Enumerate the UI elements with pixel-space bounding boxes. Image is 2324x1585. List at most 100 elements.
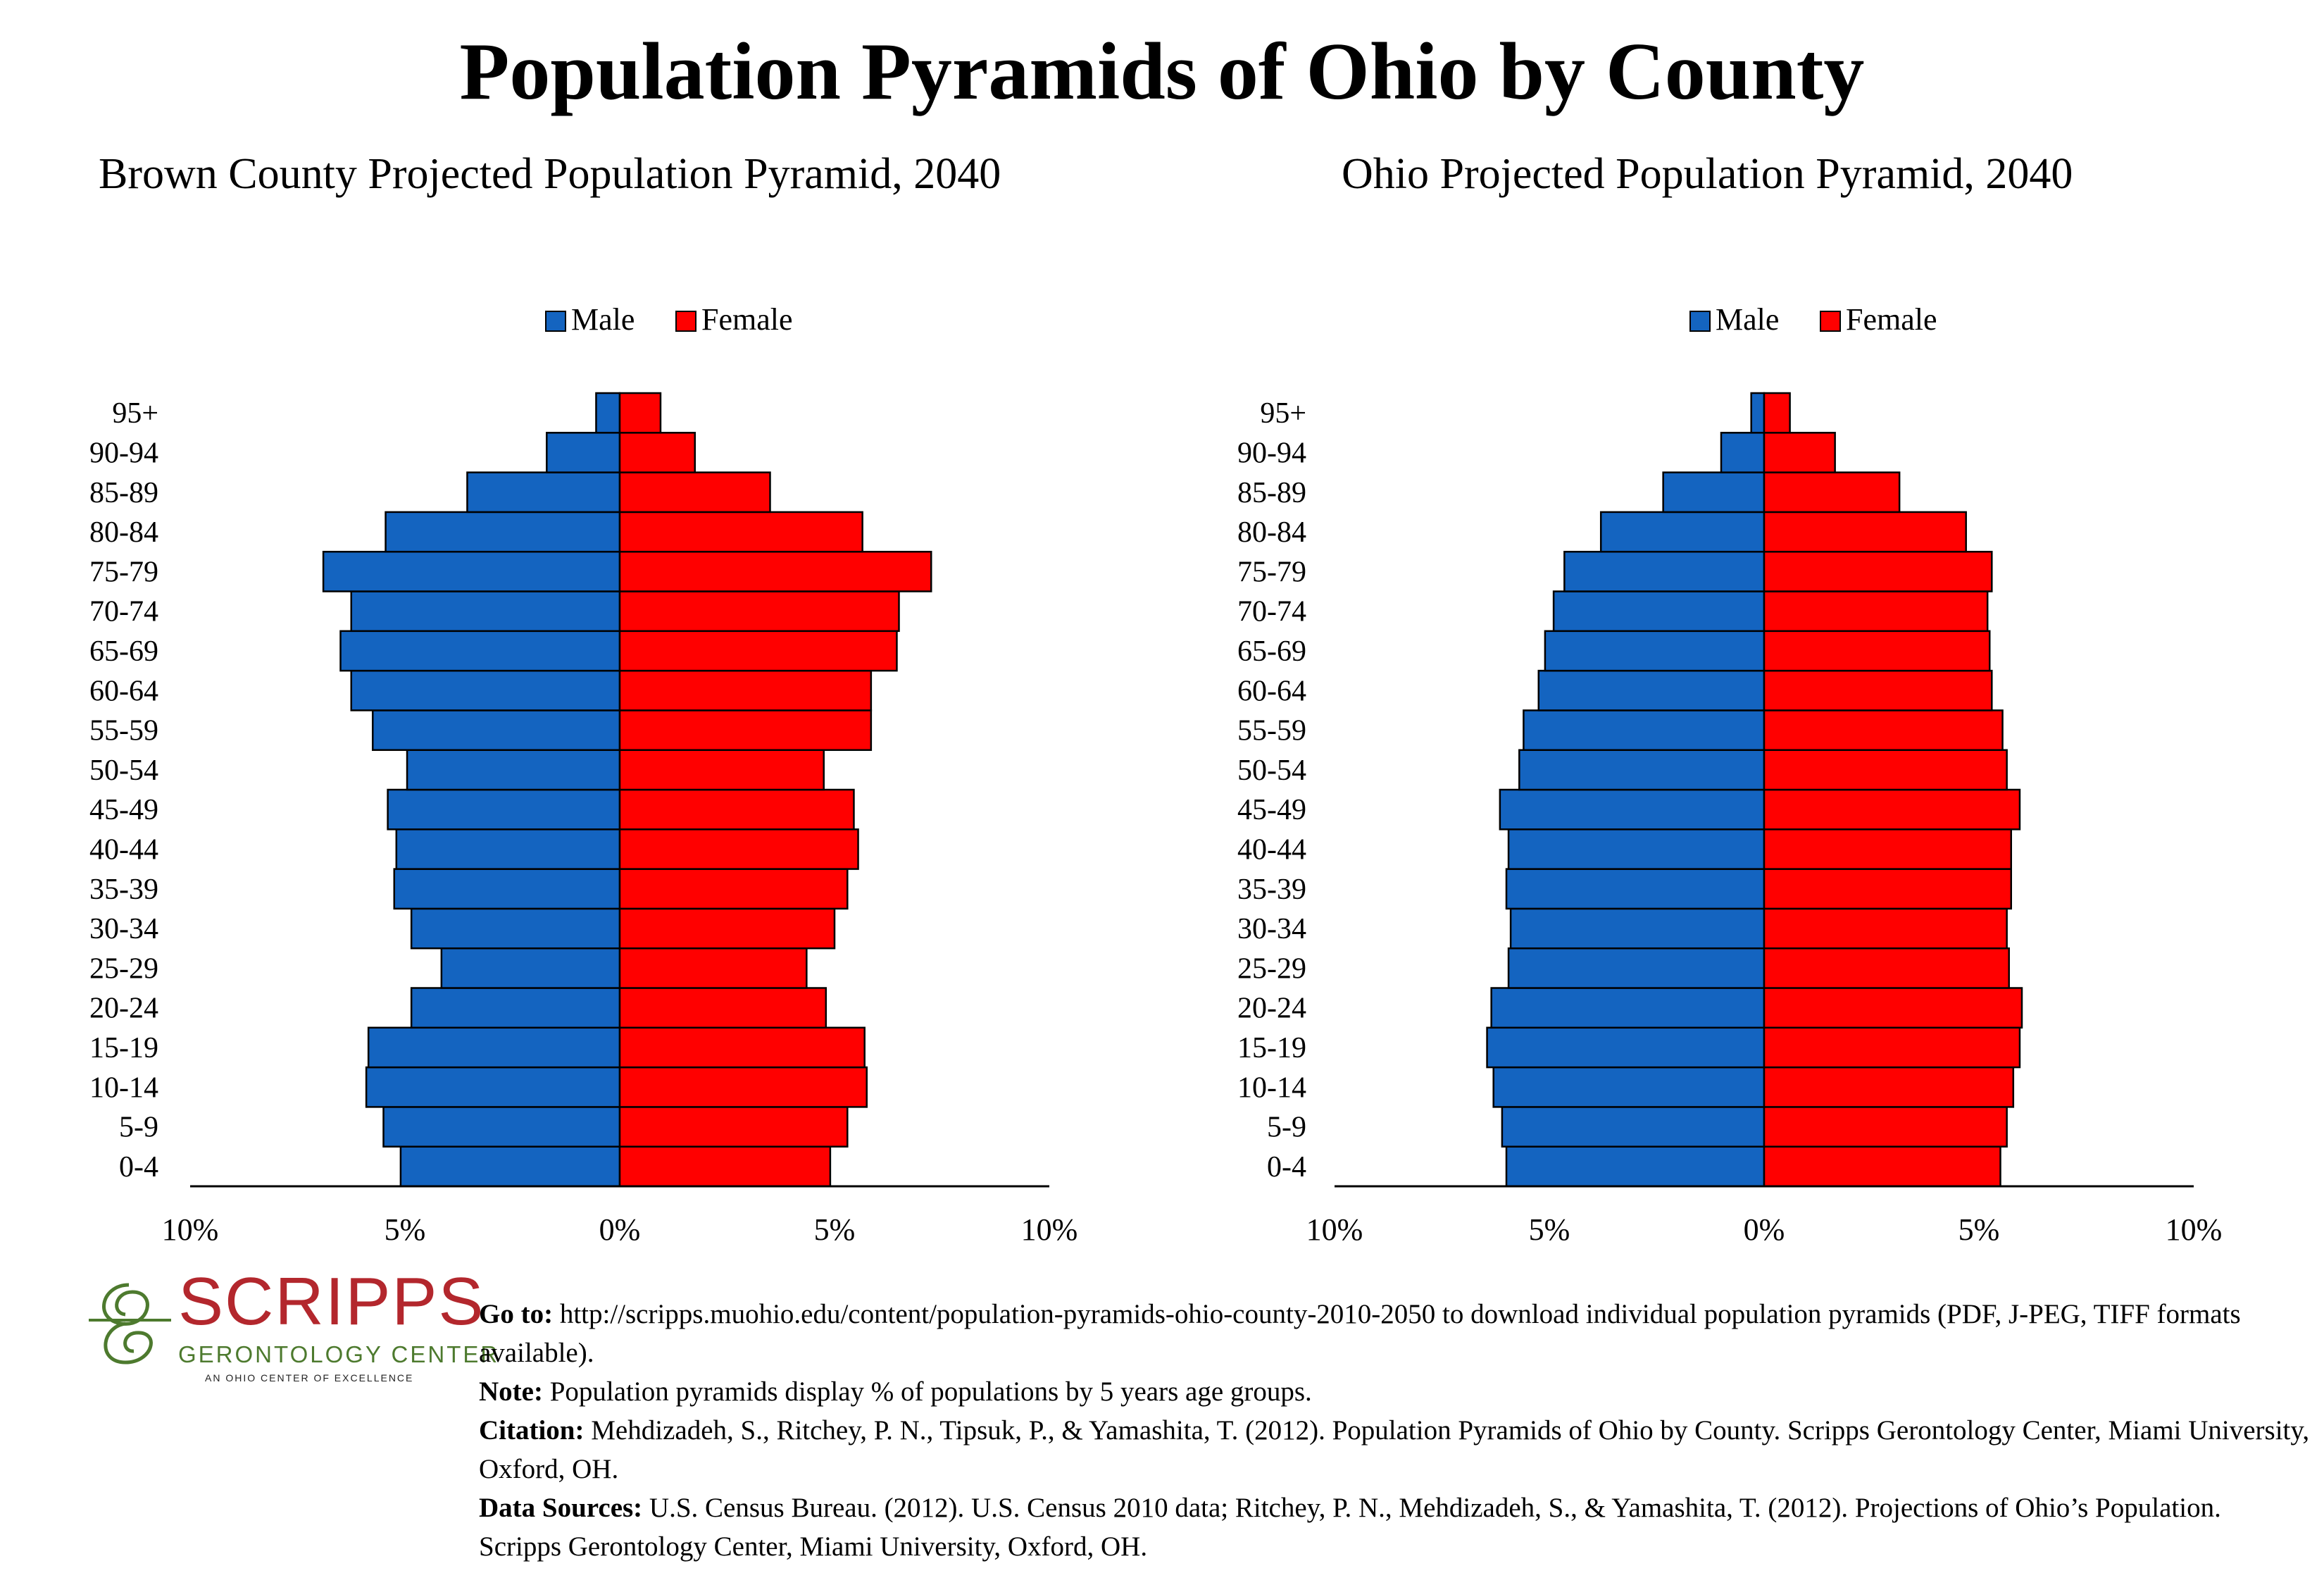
chart2-age-label-30-34: 30-34: [1237, 913, 1306, 945]
chart1-bar-female-85-89: [618, 471, 771, 514]
chart2-x-tick-label: 10%: [2166, 1212, 2223, 1247]
chart2-bar-male-80-84: [1599, 511, 1766, 553]
chart2-legend-swatch-male: [1689, 311, 1711, 332]
note-line: Note: Population pyramids display % of p…: [479, 1372, 2310, 1411]
chart2-age-label-20-24: 20-24: [1237, 993, 1306, 1025]
chart2-bar-male-20-24: [1490, 987, 1766, 1029]
sources-note: Data Sources: U.S. Census Bureau. (2012)…: [479, 1488, 2310, 1566]
chart2-age-label-55-59: 55-59: [1237, 715, 1306, 747]
chart2-age-label-75-79: 75-79: [1237, 556, 1306, 588]
chart1-bar-male-90-94: [546, 432, 621, 473]
chart1-bar-female-25-29: [618, 947, 808, 989]
chart2-bar-male-90-94: [1720, 432, 1766, 473]
chart1-bar-male-50-54: [406, 749, 621, 791]
chart1-age-label-30-34: 30-34: [89, 913, 158, 945]
chart1-bar-female-75-79: [618, 550, 932, 592]
chart1-bar-female-80-84: [618, 511, 863, 553]
chart2-bar-female-95+: [1763, 392, 1791, 434]
chart1-bar-female-50-54: [618, 749, 825, 791]
chart1-age-label-50-54: 50-54: [89, 754, 158, 787]
chart2-bar-male-15-19: [1486, 1026, 1766, 1069]
chart1-x-tick-label: 0%: [599, 1212, 641, 1247]
chart2-bar-male-65-69: [1544, 630, 1766, 672]
chart2-age-label-60-64: 60-64: [1237, 675, 1306, 707]
chart1-age-label-45-49: 45-49: [89, 794, 158, 826]
chart1-bar-male-20-24: [410, 987, 621, 1029]
chart2-bar-female-15-19: [1763, 1026, 2021, 1069]
chart1-x-tick-label: 10%: [1021, 1212, 1078, 1247]
chart2-bar-male-60-64: [1537, 669, 1766, 711]
sources-label: Data Sources:: [479, 1493, 643, 1523]
chart1-age-label-75-79: 75-79: [89, 556, 158, 588]
chart1-age-label-10-14: 10-14: [89, 1071, 158, 1104]
chart2-bar-female-70-74: [1763, 590, 1989, 633]
chart-title-ohio: Ohio Projected Population Pyramid, 2040: [1342, 150, 2073, 198]
chart1-age-label-85-89: 85-89: [89, 477, 158, 509]
chart1-bar-male-55-59: [372, 709, 621, 751]
chart2-bar-female-20-24: [1763, 987, 2023, 1029]
chart2-bar-female-45-49: [1763, 788, 2021, 831]
chart2-bar-male-45-49: [1499, 788, 1766, 831]
chart2-age-label-10-14: 10-14: [1237, 1071, 1306, 1104]
chart2-age-label-95+: 95+: [1260, 397, 1306, 430]
citation-label: Citation:: [479, 1415, 585, 1446]
chart2-legend-label-female: Female: [1846, 302, 1937, 337]
chart1-bar-female-0-4: [618, 1145, 832, 1188]
chart1-bar-female-5-9: [618, 1106, 849, 1148]
chart1-bar-male-45-49: [387, 788, 621, 831]
chart1-bar-male-5-9: [382, 1106, 621, 1148]
logo-subtitle: GERONTOLOGY CENTER: [178, 1341, 500, 1367]
chart1-x-tick-label: 5%: [814, 1212, 856, 1247]
chart1-bar-female-60-64: [618, 669, 873, 711]
chart1-bar-female-40-44: [618, 828, 859, 870]
chart1-age-label-55-59: 55-59: [89, 715, 158, 747]
chart2-bar-male-5-9: [1501, 1106, 1766, 1148]
swirl-logo-icon: [89, 1283, 171, 1365]
chart2-age-label-70-74: 70-74: [1237, 596, 1306, 628]
chart2-bar-female-5-9: [1763, 1106, 2008, 1148]
chart1-x-tick-label: 5%: [385, 1212, 426, 1247]
chart1-age-label-0-4: 0-4: [119, 1151, 158, 1183]
chart2-bar-male-25-29: [1507, 947, 1766, 989]
chart-title-brown-county: Brown County Projected Population Pyrami…: [99, 150, 1001, 198]
chart1-bar-female-20-24: [618, 987, 827, 1029]
chart1-bar-male-25-29: [440, 947, 621, 989]
chart2-legend-label-male: Male: [1716, 302, 1779, 337]
chart1-bar-male-35-39: [393, 868, 621, 910]
chart1-bar-male-30-34: [410, 907, 621, 950]
chart1-bar-female-30-34: [618, 907, 836, 950]
chart1-age-label-35-39: 35-39: [89, 874, 158, 906]
chart1-age-label-25-29: 25-29: [89, 952, 158, 985]
chart2-bar-female-90-94: [1763, 432, 1836, 473]
chart1-bar-female-90-94: [618, 432, 696, 473]
chart2-bar-male-75-79: [1563, 550, 1766, 592]
chart2-bar-female-35-39: [1763, 868, 2012, 910]
chart2-age-label-15-19: 15-19: [1237, 1032, 1306, 1064]
chart2-x-tick-label: 5%: [1529, 1212, 1570, 1247]
chart2-bar-male-70-74: [1552, 590, 1766, 633]
chart2-bar-female-10-14: [1763, 1066, 2015, 1108]
chart1-bar-female-65-69: [618, 630, 898, 672]
chart1-bar-male-95+: [595, 392, 621, 434]
logo-wordmark: SCRIPPS: [178, 1264, 485, 1339]
chart1-bar-female-55-59: [618, 709, 873, 751]
chart2-bar-female-50-54: [1763, 749, 2008, 791]
chart2-bar-male-0-4: [1505, 1145, 1766, 1188]
chart2-bar-female-40-44: [1763, 828, 2012, 870]
logo-tagline: AN OHIO CENTER OF EXCELLENCE: [205, 1372, 414, 1384]
chart2-bar-male-95+: [1750, 392, 1766, 434]
chart2-age-label-85-89: 85-89: [1237, 477, 1306, 509]
chart2-legend-swatch-female: [1820, 311, 1841, 332]
chart2-age-label-90-94: 90-94: [1237, 437, 1306, 469]
chart1-legend-swatch-male: [545, 311, 566, 332]
chart2-age-label-35-39: 35-39: [1237, 874, 1306, 906]
chart1-bar-male-80-84: [385, 511, 621, 553]
chart1-bar-male-40-44: [395, 828, 621, 870]
chart2-bar-male-10-14: [1492, 1066, 1766, 1108]
chart2-bar-female-65-69: [1763, 630, 1991, 672]
chart1-age-label-70-74: 70-74: [89, 596, 158, 628]
chart1-bar-male-65-69: [339, 630, 621, 672]
goto-text: http://scripps.muohio.edu/content/popula…: [479, 1299, 2241, 1368]
chart2-bar-female-60-64: [1763, 669, 1993, 711]
chart2-bar-female-80-84: [1763, 511, 1967, 553]
